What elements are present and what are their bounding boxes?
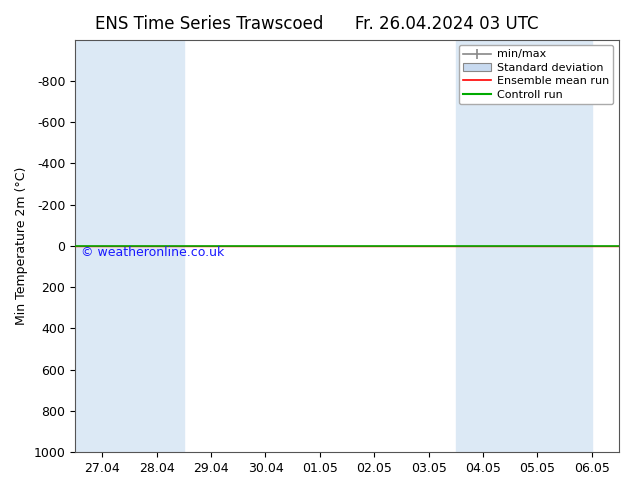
Y-axis label: Min Temperature 2m (°C): Min Temperature 2m (°C) — [15, 167, 28, 325]
Bar — [510, 40, 565, 452]
Bar — [565, 40, 592, 452]
Text: ENS Time Series Trawscoed      Fr. 26.04.2024 03 UTC: ENS Time Series Trawscoed Fr. 26.04.2024… — [95, 15, 539, 33]
Bar — [129, 40, 184, 452]
Bar — [75, 40, 129, 452]
Bar — [456, 40, 510, 452]
Legend: min/max, Standard deviation, Ensemble mean run, Controll run: min/max, Standard deviation, Ensemble me… — [459, 45, 614, 104]
Text: © weatheronline.co.uk: © weatheronline.co.uk — [81, 246, 224, 259]
